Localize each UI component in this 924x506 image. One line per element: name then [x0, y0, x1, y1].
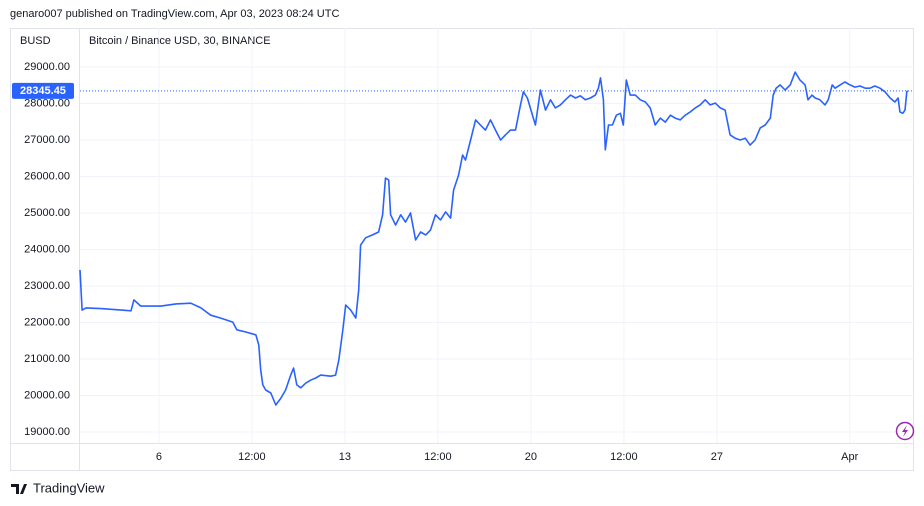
x-tick-label: 12:00 [424, 451, 452, 463]
y-tick-label: 28000.00 [24, 97, 70, 109]
x-tick-label: 20 [525, 451, 537, 463]
plot-area: 19000.00 20000.00 21000.00 22000.00 23000.00… [24, 28, 914, 463]
price-line [79, 71, 909, 406]
y-axis-unit: BUSD [20, 35, 51, 47]
last-price-badge [12, 82, 74, 99]
y-tick-label: 26000.00 [24, 170, 70, 182]
y-tick-label: 20000.00 [24, 389, 70, 401]
y-tick-label: 23000.00 [24, 280, 70, 292]
alert-icon [895, 421, 915, 441]
x-tick-label: 13 [339, 451, 351, 463]
y-tick-label: 25000.00 [24, 207, 70, 219]
y-tick-label: 22000.00 [24, 316, 70, 328]
brand-logo [11, 484, 27, 494]
x-tick-label: 6 [156, 451, 162, 463]
x-tick-label: 12:00 [238, 451, 266, 463]
y-tick-label: 24000.00 [24, 243, 70, 255]
last-price-label: 28345.45 [20, 85, 66, 97]
y-tick-label: 19000.00 [24, 426, 70, 438]
legend-entry: Bitcoin / Binance USD, 30, BINANCE [89, 35, 271, 47]
attribution: genaro007 published on TradingView.com, … [10, 8, 339, 20]
y-tick-label: 29000.00 [24, 61, 70, 73]
x-tick-label: Apr [841, 451, 858, 463]
brand-name: TradingView [33, 480, 105, 495]
x-tick-label: 12:00 [610, 451, 638, 463]
y-tick-label: 21000.00 [24, 353, 70, 365]
y-tick-label: 27000.00 [24, 134, 70, 146]
x-tick-label: 27 [711, 451, 723, 463]
